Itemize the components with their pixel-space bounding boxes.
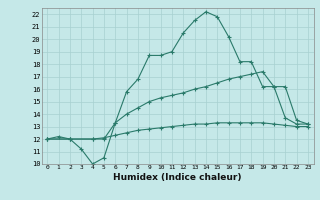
X-axis label: Humidex (Indice chaleur): Humidex (Indice chaleur) xyxy=(113,173,242,182)
